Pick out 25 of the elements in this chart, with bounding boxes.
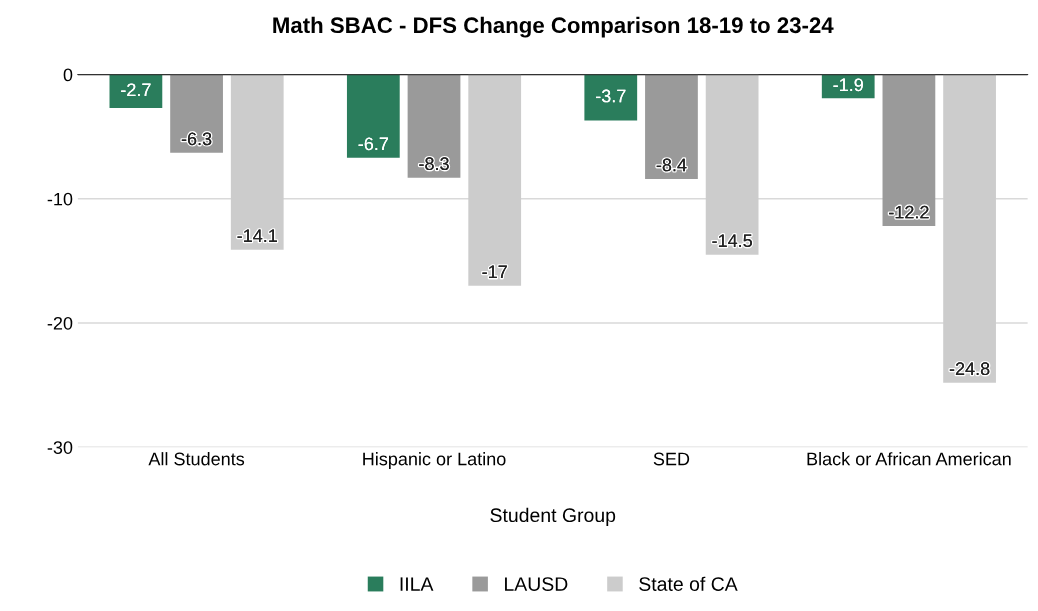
legend-label: LAUSD [505,577,568,591]
data-label: -14.5 [712,234,752,248]
y-tick-label: -30 [47,441,73,454]
x-tick-label: All Students [148,452,245,466]
y-tick-label: 0 [63,68,73,82]
y-tick-label: -20 [47,316,73,330]
chart-title: Math SBAC - DFS Change Comparison 18-19 to 23-24 [273,16,834,38]
data-label: -14.1 [237,229,277,242]
x-tick-label: Black or African American [807,452,1011,466]
y-tick-label: -10 [47,192,73,206]
data-label: -8.3 [419,157,449,171]
x-axis-title: Student Group [490,507,616,526]
data-label: -2.7 [121,83,151,96]
x-tick-label: SED [653,452,690,466]
data-label: -8.4 [656,158,687,172]
x-tick-label: Hispanic or Latino [363,452,506,469]
data-label: -12.2 [889,205,929,219]
data-label: -1.9 [833,78,863,92]
legend-label: IILA [400,577,434,591]
data-label: -3.7 [596,89,626,103]
legend-label: State of CA [639,576,738,591]
data-label: -24.8 [949,362,990,376]
data-label: -6.3 [181,132,212,146]
data-label: -17 [482,265,507,278]
data-label: -6.7 [358,137,388,151]
